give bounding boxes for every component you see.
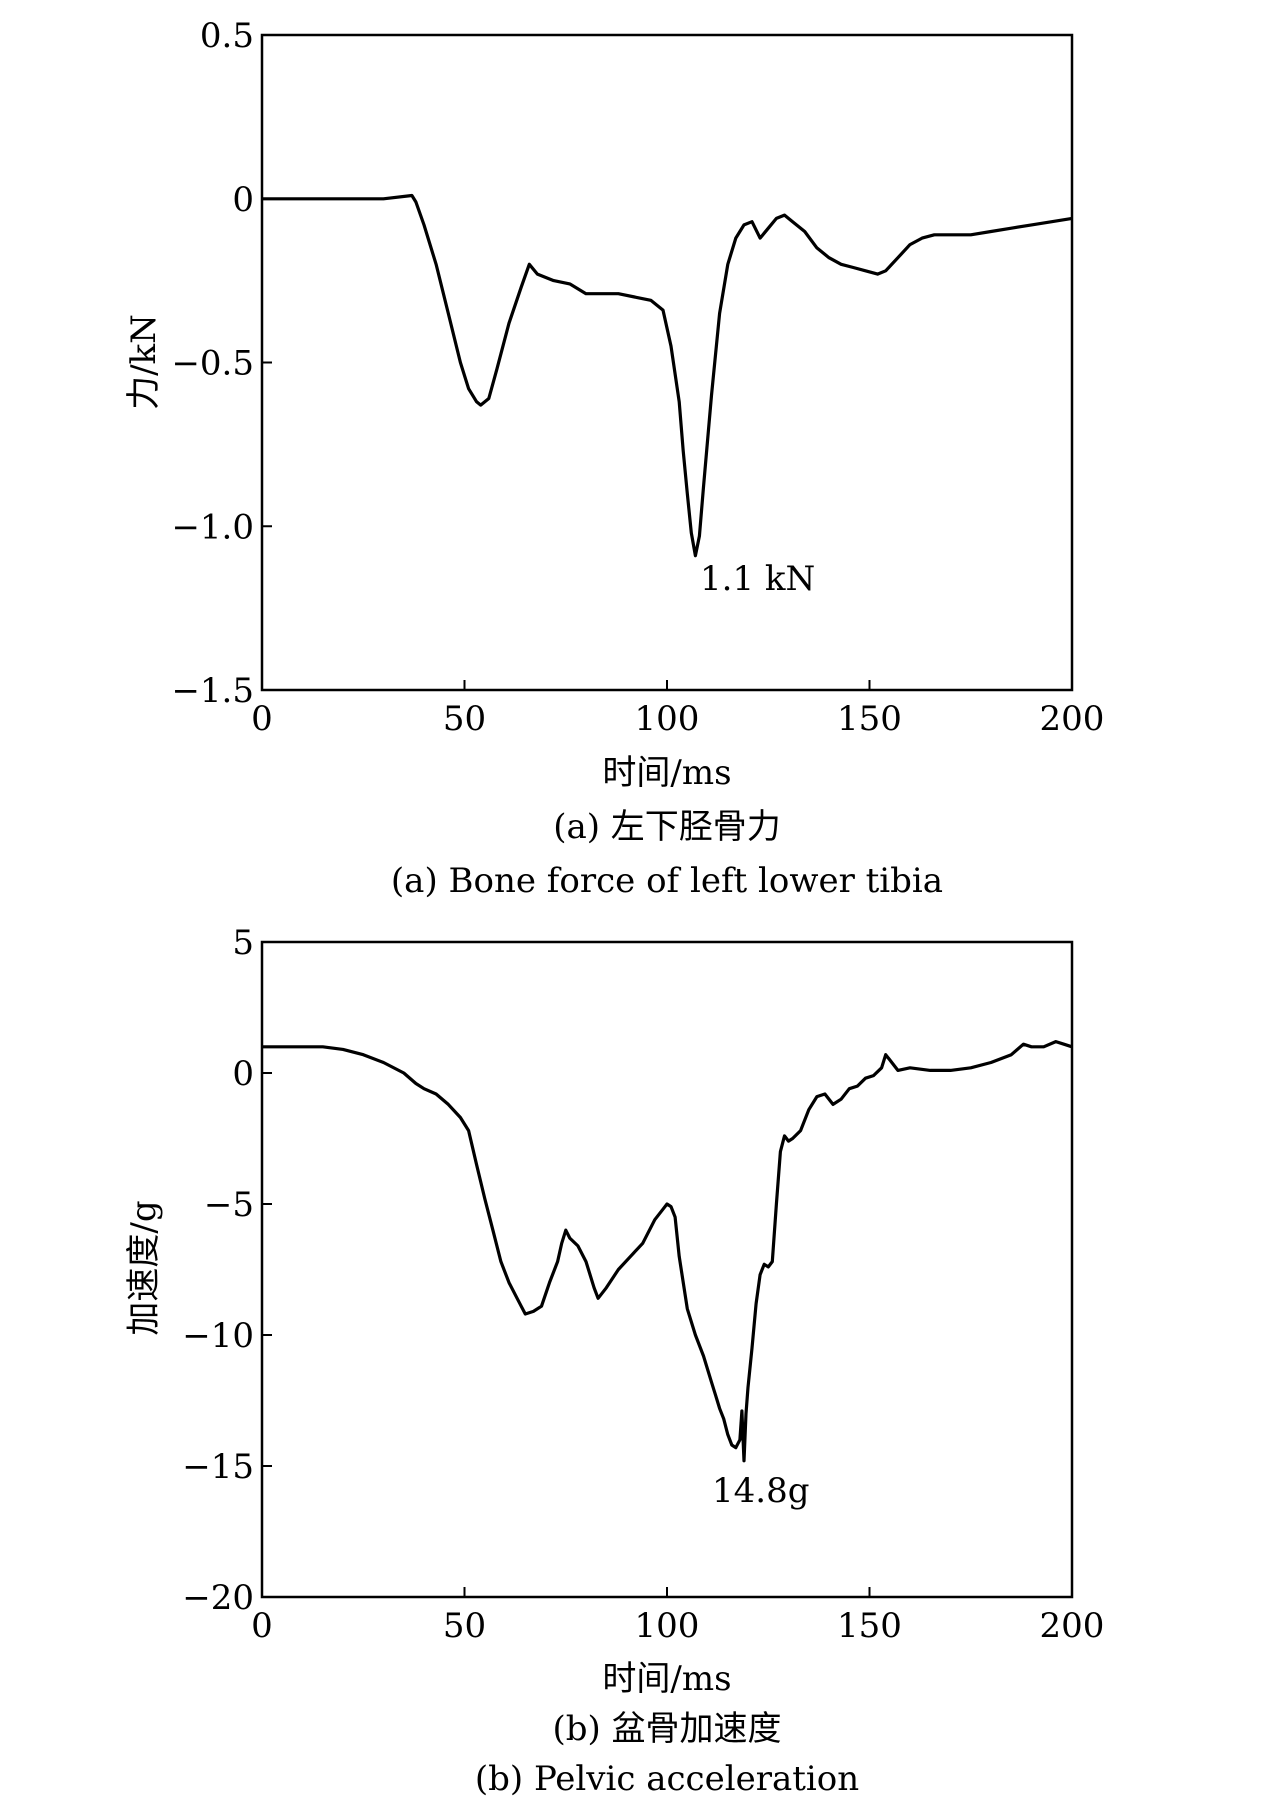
chart-b-y-ticks: 5 0 −5 −10 −15 −20 <box>182 923 272 1618</box>
y-tick-label: −15 <box>182 1447 254 1487</box>
y-tick-label: 0 <box>232 1054 254 1094</box>
chart-a-series-line <box>262 193 1073 558</box>
chart-b-frame <box>260 940 1074 1599</box>
chart-a-x-ticks: 0 50 100 150 200 <box>251 680 1104 739</box>
chart-b-series-line <box>262 1040 1073 1463</box>
y-tick-label: 0 <box>232 180 254 220</box>
x-tick-label: 200 <box>1040 1606 1105 1646</box>
chart-b-caption-en: (b) Pelvic acceleration <box>475 1759 859 1799</box>
x-tick-label: 100 <box>635 699 700 739</box>
y-tick-label: 0.5 <box>200 16 254 56</box>
chart-b: 50−5−10−15−20 0 50 100 150 200 14.8g 时间/ms 加… <box>124 923 1104 1799</box>
chart-a-y-axis-label: 力/kN <box>124 314 164 410</box>
x-tick-label: 150 <box>837 699 902 739</box>
y-tick-label: −20 <box>182 1578 254 1618</box>
chart-a: 0.5 0 −0.5 −1.0 −1.5 0 50 100 150 200 1.1 kN 时间/… <box>124 16 1104 901</box>
y-tick-label: −1.0 <box>171 507 254 547</box>
x-tick-label: 200 <box>1040 699 1105 739</box>
chart-b-annotation: 14.8g <box>712 1471 809 1511</box>
x-tick-label: 50 <box>443 1606 486 1646</box>
chart-b-y-axis-label: 加速度/g <box>124 1200 164 1335</box>
chart-a-frame <box>260 33 1074 692</box>
x-tick-label: 0 <box>251 699 273 739</box>
x-tick-label: 50 <box>443 699 486 739</box>
x-tick-label: 100 <box>635 1606 700 1646</box>
y-tick-label: −5 <box>204 1185 254 1225</box>
y-tick-label: −1.5 <box>171 671 254 711</box>
y-tick-label: −0.5 <box>171 344 254 384</box>
x-tick-label: 150 <box>837 1606 902 1646</box>
chart-b-x-axis-label: 时间/ms <box>602 1659 731 1699</box>
chart-a-y-ticks: 0.5 0 −0.5 −1.0 −1.5 <box>171 16 272 711</box>
y-tick-label: −10 <box>182 1316 254 1356</box>
chart-a-caption-cn: (a) 左下胫骨力 <box>553 807 781 847</box>
x-tick-label: 0 <box>251 1606 273 1646</box>
chart-a-annotation: 1.1 kN <box>700 559 815 599</box>
y-tick-label: 5 <box>232 923 254 963</box>
chart-b-caption-cn: (b) 盆骨加速度 <box>552 1709 781 1749</box>
chart-b-x-ticks: 0 50 100 150 200 <box>251 1587 1104 1646</box>
chart-a-x-axis-label: 时间/ms <box>602 753 731 793</box>
chart-a-caption-en: (a) Bone force of left lower tibia <box>391 861 943 901</box>
